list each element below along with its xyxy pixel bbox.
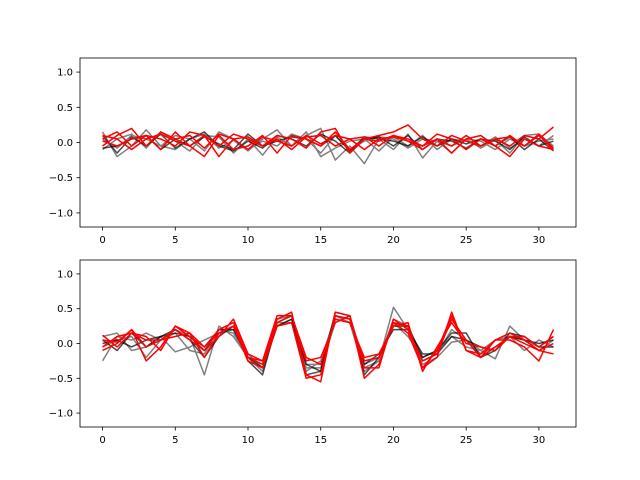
x-tick-label: 25 [460,235,473,246]
x-tick-label: 25 [460,435,473,446]
series-line-1 [101,127,554,165]
series-lines [101,124,554,165]
x-tick-label: 15 [314,435,327,446]
x-tick-label: 20 [387,235,400,246]
y-tick-label: −1.0 [49,208,73,219]
series-line-9 [102,133,554,158]
y-tick-label: −1.0 [49,409,73,420]
series-line-8 [102,314,554,373]
y-tick-label: 0.0 [57,339,73,350]
y-tick-label: 0.5 [57,103,73,114]
x-axis: 0 5 10 15 20 25 30 [99,427,545,446]
x-tick-label: 5 [172,235,178,246]
series-line-8 [102,131,554,158]
x-tick-label: 0 [99,235,105,246]
x-tick-label: 10 [242,435,255,446]
x-tick-label: 30 [533,235,546,246]
y-tick-label: −0.5 [49,173,73,184]
x-tick-label: 10 [242,235,255,246]
x-tick-label: 20 [387,435,400,446]
x-tick-label: 15 [314,235,327,246]
bottom-line-chart: 0 5 10 15 20 25 30 −1.0 −0.5 0.0 0.5 1.0 [49,259,577,446]
y-tick-label: −0.5 [49,374,73,385]
x-tick-label: 0 [99,435,105,446]
y-axis: −1.0 −0.5 0.0 0.5 1.0 [49,68,80,219]
y-axis: −1.0 −0.5 0.0 0.5 1.0 [49,269,80,420]
series-line-9 [102,314,554,380]
x-axis: 0 5 10 15 20 25 30 [99,227,545,246]
y-tick-label: 0.5 [57,304,73,315]
top-line-chart: 0 5 10 15 20 25 30 −1.0 −0.5 0.0 0.5 1.0 [49,57,577,246]
series-line-6 [102,124,554,154]
series-lines [101,306,555,383]
x-tick-label: 5 [172,435,178,446]
y-tick-label: 1.0 [57,68,73,79]
y-tick-label: 0.0 [57,138,73,149]
y-tick-label: 1.0 [57,269,73,280]
x-tick-label: 30 [533,435,546,446]
